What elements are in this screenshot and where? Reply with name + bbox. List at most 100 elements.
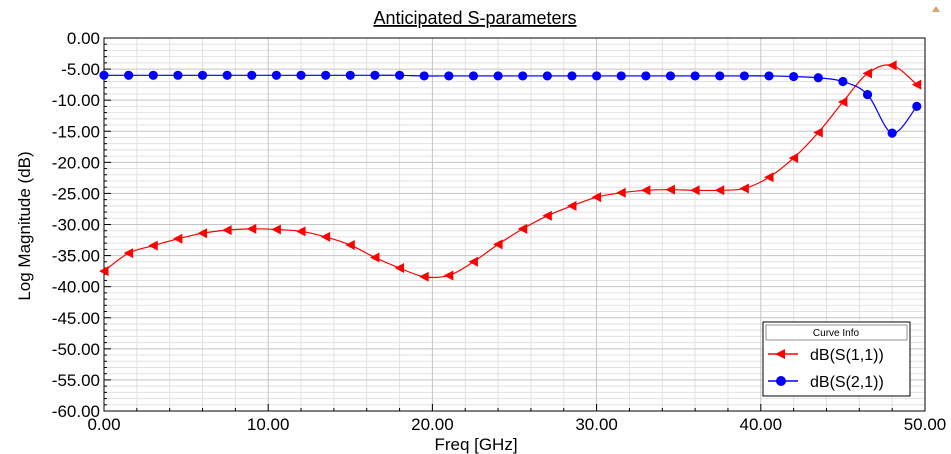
data-point [912,101,922,111]
data-point [665,184,675,195]
data-point [99,70,109,80]
grid-major [103,37,926,412]
data-point [837,97,848,108]
data-point [862,89,873,100]
y-tick-label: -50.00 [52,340,100,359]
data-point [369,252,380,263]
data-point [542,210,552,221]
series-layer [99,60,922,282]
legend-title: Curve Info [813,328,860,339]
x-tick-label: 30.00 [575,415,618,434]
data-point [911,79,922,90]
y-tick-label: -40.00 [52,278,100,297]
legend-label-s21: dB(S(2,1)) [810,374,884,391]
legend-header [765,324,908,341]
y-tick-label: -20.00 [52,153,100,172]
data-point [345,240,355,251]
data-point [271,224,281,235]
data-point [813,73,823,83]
data-point [567,71,577,81]
data-point [419,271,429,282]
y-tick-label: -45.00 [52,309,100,328]
data-point [715,71,725,81]
y-tick-label: -30.00 [52,216,100,235]
y-tick-label: -60.00 [52,402,100,421]
data-point [789,71,799,82]
data-point [591,192,602,203]
data-point [641,71,651,81]
data-point [123,248,134,259]
y-tick-label: 0.00 [67,29,100,48]
data-point [493,71,503,81]
data-point [321,70,331,80]
data-point [714,185,725,196]
data-point [542,71,552,81]
y-tick-label: -5.00 [61,60,100,79]
y-tick-label: -25.00 [52,184,100,203]
data-point [419,71,429,81]
data-point [296,226,306,237]
data-point [296,70,306,80]
data-point [148,240,158,251]
data-point [99,266,109,277]
data-point [246,223,257,234]
x-tick-label: 10.00 [247,415,290,434]
data-point [444,71,454,81]
data-point [788,152,799,163]
legend: Curve Info dB(S(1,1)) dB(S(2,1)) [762,321,911,397]
data-point [468,256,478,267]
data-point [443,270,454,281]
data-point [739,183,749,194]
data-point [197,228,208,239]
data-point [172,233,183,244]
x-axis-ticks: 0.00 10.00 20.00 30.00 40.00 50.00 [87,404,946,434]
data-point [394,70,405,80]
series-1 [99,60,922,282]
data-point [862,68,873,79]
legend-label-s11: dB(S(1,1)) [810,347,884,364]
data-point [493,239,503,250]
data-point [468,71,479,81]
data-point [665,71,676,81]
data-point [247,70,257,80]
data-point [197,70,208,80]
data-point [887,60,897,71]
data-point [173,70,183,80]
data-point [518,71,528,81]
data-point [566,200,577,211]
chart-title: Anticipated S-parameters [373,8,576,28]
x-tick-label: 50.00 [904,415,947,434]
data-point [616,187,626,198]
legend-marker-s21 [776,376,786,386]
data-point [813,127,823,138]
data-point [271,70,282,80]
series-line [103,64,918,279]
series-2 [99,70,922,138]
x-tick-label: 40.00 [740,415,783,434]
data-point [124,70,134,80]
warning-icon [932,6,940,12]
x-axis-label: Freq [GHz] [434,435,517,454]
data-point [838,76,848,87]
y-tick-label: -15.00 [52,122,100,141]
data-point [222,70,232,80]
y-tick-label: -35.00 [52,247,100,266]
y-axis-label: Log Magnitude (dB) [15,151,34,300]
data-point [345,70,355,80]
x-tick-label: 20.00 [411,415,454,434]
data-point [320,231,331,242]
series-line [103,74,918,134]
data-point [370,70,380,80]
legend-marker-s11 [775,349,785,359]
data-point [592,71,602,81]
data-point [148,70,158,80]
y-axis-ticks: 0.00 -5.00 -10.00 -15.00 -20.00 -25.00 -30.00 -… [52,29,111,421]
x-tick-label: 0.00 [87,415,120,434]
data-point [690,71,700,81]
y-tick-label: -10.00 [52,91,100,110]
data-point [640,185,651,196]
data-point [764,71,774,81]
data-point [764,172,774,183]
data-point [517,223,528,234]
